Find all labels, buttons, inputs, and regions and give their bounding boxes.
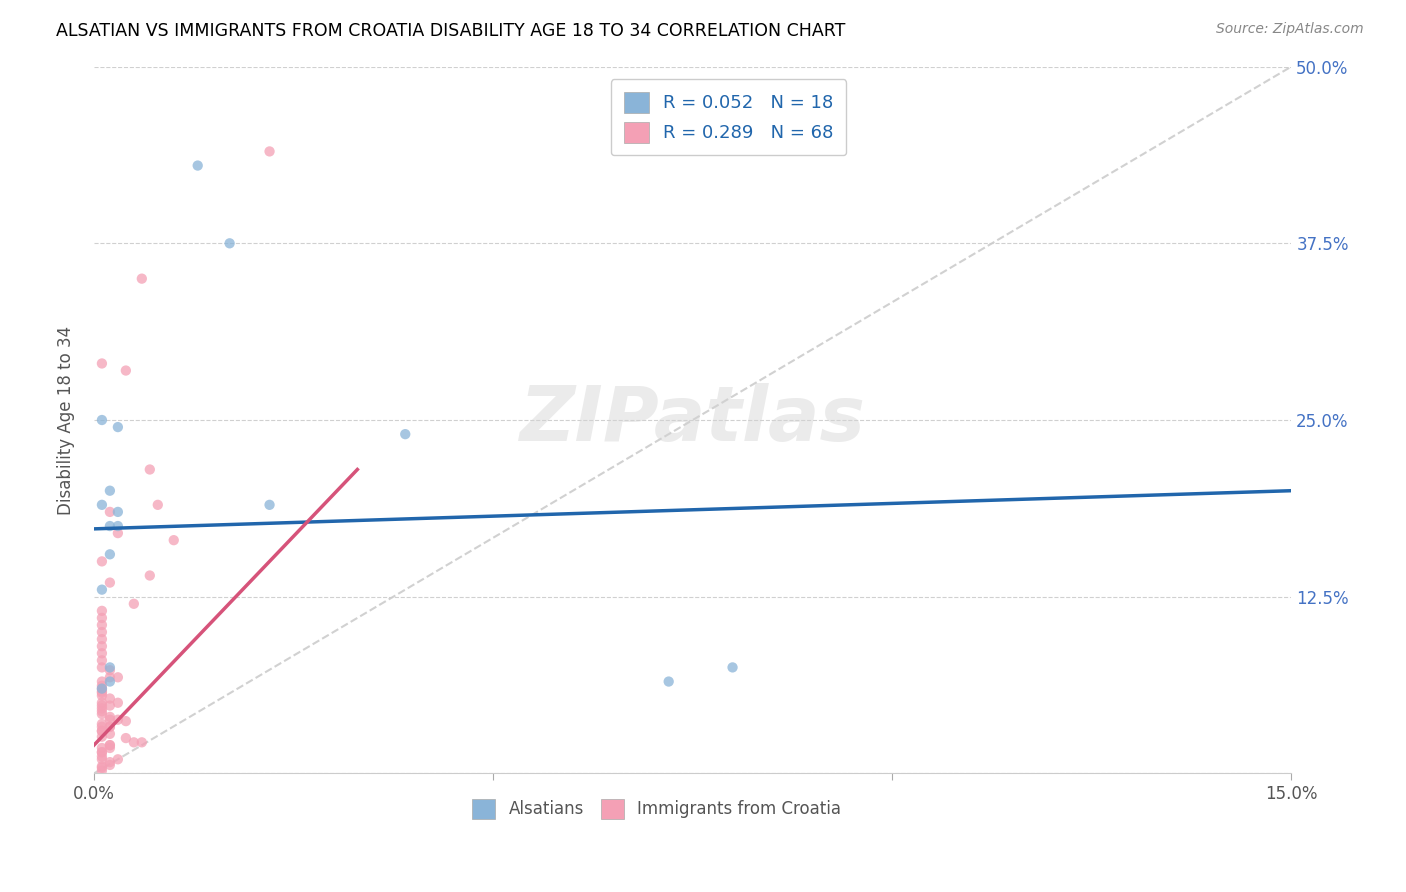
Point [90,582,112,597]
Point [90,764,112,778]
Point [115,714,138,728]
Point [187,159,209,173]
Point [107,505,129,519]
Point [90,674,112,689]
Point [90,749,112,764]
Point [98,755,121,769]
Point [259,145,281,159]
Text: ZIPatlas: ZIPatlas [520,383,866,457]
Text: ALSATIAN VS IMMIGRANTS FROM CROATIA DISABILITY AGE 18 TO 34 CORRELATION CHART: ALSATIAN VS IMMIGRANTS FROM CROATIA DISA… [56,22,845,40]
Legend: Alsatians, Immigrants from Croatia: Alsatians, Immigrants from Croatia [465,793,848,825]
Point [98,505,121,519]
Point [90,752,112,766]
Point [90,761,112,775]
Point [90,741,112,756]
Point [90,724,112,739]
Point [90,498,112,512]
Point [98,660,121,674]
Point [90,660,112,674]
Point [90,684,112,698]
Point [98,720,121,734]
Point [259,498,281,512]
Point [90,681,112,696]
Point [131,271,153,285]
Point [90,704,112,718]
Point [90,707,112,722]
Point [394,427,416,442]
Point [139,462,162,476]
Point [122,735,145,749]
Point [98,575,121,590]
Point [98,741,121,756]
Point [107,526,129,541]
Point [90,730,112,744]
Point [107,696,129,710]
Point [107,670,129,684]
Point [90,618,112,632]
Point [107,752,129,766]
Point [115,363,138,377]
Point [90,632,112,647]
Point [90,679,112,693]
Text: Source: ZipAtlas.com: Source: ZipAtlas.com [1216,22,1364,37]
Point [90,604,112,618]
Point [98,720,121,734]
Point [98,727,121,741]
Point [98,663,121,677]
Point [90,689,112,703]
Point [107,713,129,727]
Point [163,533,186,548]
Point [98,738,121,752]
Point [90,698,112,713]
Point [98,713,121,727]
Point [139,568,162,582]
Point [131,735,153,749]
Point [90,611,112,625]
Point [90,639,112,653]
Point [146,498,169,512]
Point [90,724,112,739]
Point [90,356,112,370]
Point [98,519,121,533]
Point [98,547,121,561]
Point [98,483,121,498]
Point [90,717,112,731]
Point [98,710,121,724]
Point [90,696,112,710]
Point [115,731,138,745]
Point [90,745,112,759]
Point [98,738,121,752]
Point [90,745,112,759]
Point [90,653,112,667]
Point [107,420,129,434]
Point [90,413,112,427]
Point [721,660,744,674]
Point [218,236,240,251]
Point [658,674,681,689]
Point [90,554,112,568]
Point [107,519,129,533]
Point [90,686,112,700]
Point [90,681,112,696]
Point [122,597,145,611]
Point [98,674,121,689]
Point [90,646,112,660]
Point [90,759,112,773]
Point [90,720,112,734]
Point [98,758,121,772]
Point [90,625,112,640]
Point [98,691,121,706]
Point [98,698,121,713]
Point [90,701,112,715]
Point [98,670,121,684]
Y-axis label: Disability Age 18 to 34: Disability Age 18 to 34 [58,326,75,515]
